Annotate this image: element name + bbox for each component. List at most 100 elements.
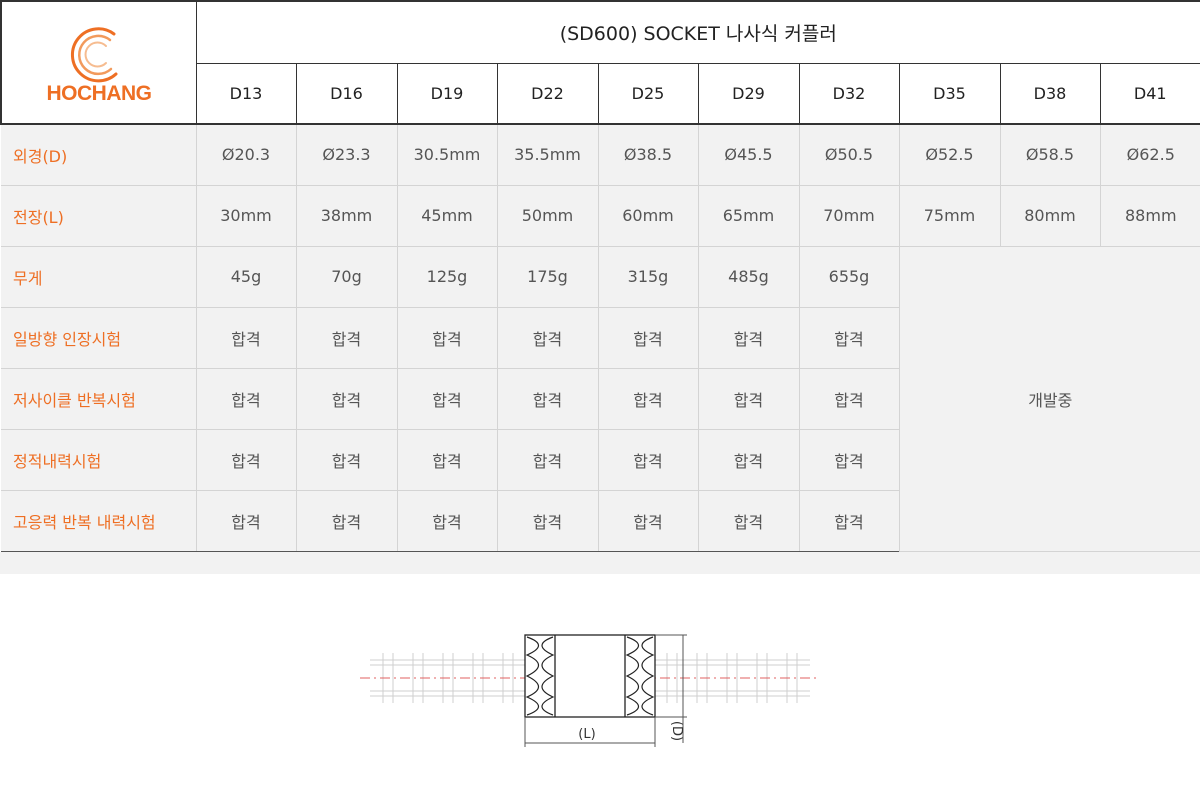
table-cell: 35.5mm <box>497 124 599 186</box>
row-label: 저사이클 반복시험 <box>1 368 197 430</box>
brand-name: HOCHANG <box>46 82 151 104</box>
table-row: 무게 45g 70g 125g 175g 315g 485g 655g 개발중 <box>1 246 1200 552</box>
column-header-d29: D29 <box>698 63 800 125</box>
table-cell: 합격 <box>296 307 398 369</box>
table-cell: 합격 <box>196 307 297 369</box>
table-cell: 합격 <box>296 490 398 552</box>
table-body: 외경(D) Ø20.3 Ø23.3 30.5mm 35.5mm Ø38.5 Ø45.5 Ø50… <box>1 124 1200 552</box>
column-header-row: D13 D16 D19 D22 D25 D29 D32 D35 D38 D41 <box>1 63 1200 125</box>
table-row: 전장(L) 30mm 38mm 45mm 50mm 60mm 65mm 70mm 75mm 80m… <box>1 185 1200 247</box>
table-row: 일방향 인장시험 합격 합격 합격 합격 합격 합격 합격 <box>1 307 1200 369</box>
table-cell: 315g <box>598 246 699 308</box>
row-label: 외경(D) <box>1 124 197 186</box>
table-cell: 합격 <box>799 368 900 430</box>
column-header-d16: D16 <box>296 63 398 125</box>
row-label: 무게 <box>1 246 197 308</box>
table-row: 고응력 반복 내력시험 합격 합격 합격 합격 합격 합격 합격 <box>1 490 1200 552</box>
table-cell: 655g <box>799 246 900 308</box>
diameter-label: (D) <box>669 721 684 741</box>
hochang-logo: HOCHANG <box>46 26 152 104</box>
table-cell: 175g <box>497 246 599 308</box>
column-header-d13: D13 <box>196 63 297 125</box>
table-cell: 65mm <box>698 185 800 247</box>
column-header-d38: D38 <box>1000 63 1101 125</box>
table-cell: 45mm <box>397 185 498 247</box>
logo-arc-middle <box>77 34 112 75</box>
coupler-thread-right <box>625 636 655 716</box>
table-cell: 합격 <box>598 368 699 430</box>
table-cell: 합격 <box>296 368 398 430</box>
column-header-d22: D22 <box>497 63 599 125</box>
table-cell: 합격 <box>296 429 398 491</box>
table-row: 외경(D) Ø20.3 Ø23.3 30.5mm 35.5mm Ø38.5 Ø45.5 Ø50… <box>1 124 1200 186</box>
table-title: (SD600) SOCKET 나사식 커플러 <box>196 0 1200 64</box>
length-dimension <box>524 717 656 747</box>
right-rebar <box>655 659 810 697</box>
column-header-d35: D35 <box>899 63 1001 125</box>
row-label: 전장(L) <box>1 185 197 247</box>
table-cell: 합격 <box>397 429 498 491</box>
table-cell: 합격 <box>196 368 297 430</box>
table-cell: 80mm <box>1000 185 1101 247</box>
table-cell: 합격 <box>497 490 599 552</box>
table-cell: 합격 <box>799 429 900 491</box>
table-cell: 합격 <box>196 429 297 491</box>
table-cell: 38mm <box>296 185 398 247</box>
table-row: 정적내력시험 합격 합격 합격 합격 합격 합격 합격 <box>1 429 1200 491</box>
row-label: 고응력 반복 내력시험 <box>1 490 197 552</box>
logo-arc-inner <box>84 41 107 67</box>
table-cell: 합격 <box>698 307 800 369</box>
spec-table: HOCHANG (SD600) SOCKET 나사식 커플러 D13 D16 D19… <box>0 0 1200 552</box>
table-cell: 50mm <box>497 185 599 247</box>
table-cell: Ø58.5 <box>1000 124 1101 186</box>
table-cell: 합격 <box>497 368 599 430</box>
table-cell: Ø23.3 <box>296 124 398 186</box>
table-cell: 60mm <box>598 185 699 247</box>
table-cell: 합격 <box>598 429 699 491</box>
table-cell: 합격 <box>698 368 800 430</box>
table-cell: 합격 <box>397 368 498 430</box>
table-cell: 합격 <box>799 490 900 552</box>
table-cell: 485g <box>698 246 800 308</box>
table-cell: 합격 <box>497 307 599 369</box>
coupler-thread-left <box>525 636 555 716</box>
table-cell: 합격 <box>598 490 699 552</box>
column-header-d19: D19 <box>397 63 498 125</box>
table-cell: Ø62.5 <box>1100 124 1200 186</box>
left-rebar <box>370 659 525 697</box>
table-cell: 70g <box>296 246 398 308</box>
diameter-dimension <box>655 634 687 743</box>
table-cell: Ø38.5 <box>598 124 699 186</box>
table-cell: 75mm <box>899 185 1001 247</box>
table-cell: 합격 <box>497 429 599 491</box>
table-cell: 합격 <box>196 490 297 552</box>
table-cell: Ø20.3 <box>196 124 297 186</box>
length-label: (L) <box>578 727 595 742</box>
coupler-body <box>524 634 656 718</box>
table-row: 저사이클 반복시험 합격 합격 합격 합격 합격 합격 합격 <box>1 368 1200 430</box>
table-cell: 합격 <box>698 429 800 491</box>
brand-logo-cell: HOCHANG <box>0 0 197 125</box>
table-cell: 합격 <box>397 307 498 369</box>
table-cell: Ø45.5 <box>698 124 800 186</box>
column-header-d25: D25 <box>598 63 699 125</box>
coupler-drawing: (L) (D) <box>360 634 820 747</box>
in-development-cell: 개발중 <box>899 246 1200 552</box>
table-cell: Ø50.5 <box>799 124 900 186</box>
column-header-d41: D41 <box>1100 63 1200 125</box>
table-cell: Ø52.5 <box>899 124 1001 186</box>
table-cell: 합격 <box>598 307 699 369</box>
table-cell: 45g <box>196 246 297 308</box>
column-header-d32: D32 <box>799 63 900 125</box>
logo-arc-outer <box>70 26 118 82</box>
table-cell: 70mm <box>799 185 900 247</box>
table-cell: 합격 <box>397 490 498 552</box>
table-cell: 합격 <box>799 307 900 369</box>
table-cell: 합격 <box>698 490 800 552</box>
row-label: 정적내력시험 <box>1 429 197 491</box>
row-label: 일방향 인장시험 <box>1 307 197 369</box>
divider-band <box>0 552 1200 574</box>
table-cell: 30.5mm <box>397 124 498 186</box>
table-cell: 125g <box>397 246 498 308</box>
table-cell: 30mm <box>196 185 297 247</box>
